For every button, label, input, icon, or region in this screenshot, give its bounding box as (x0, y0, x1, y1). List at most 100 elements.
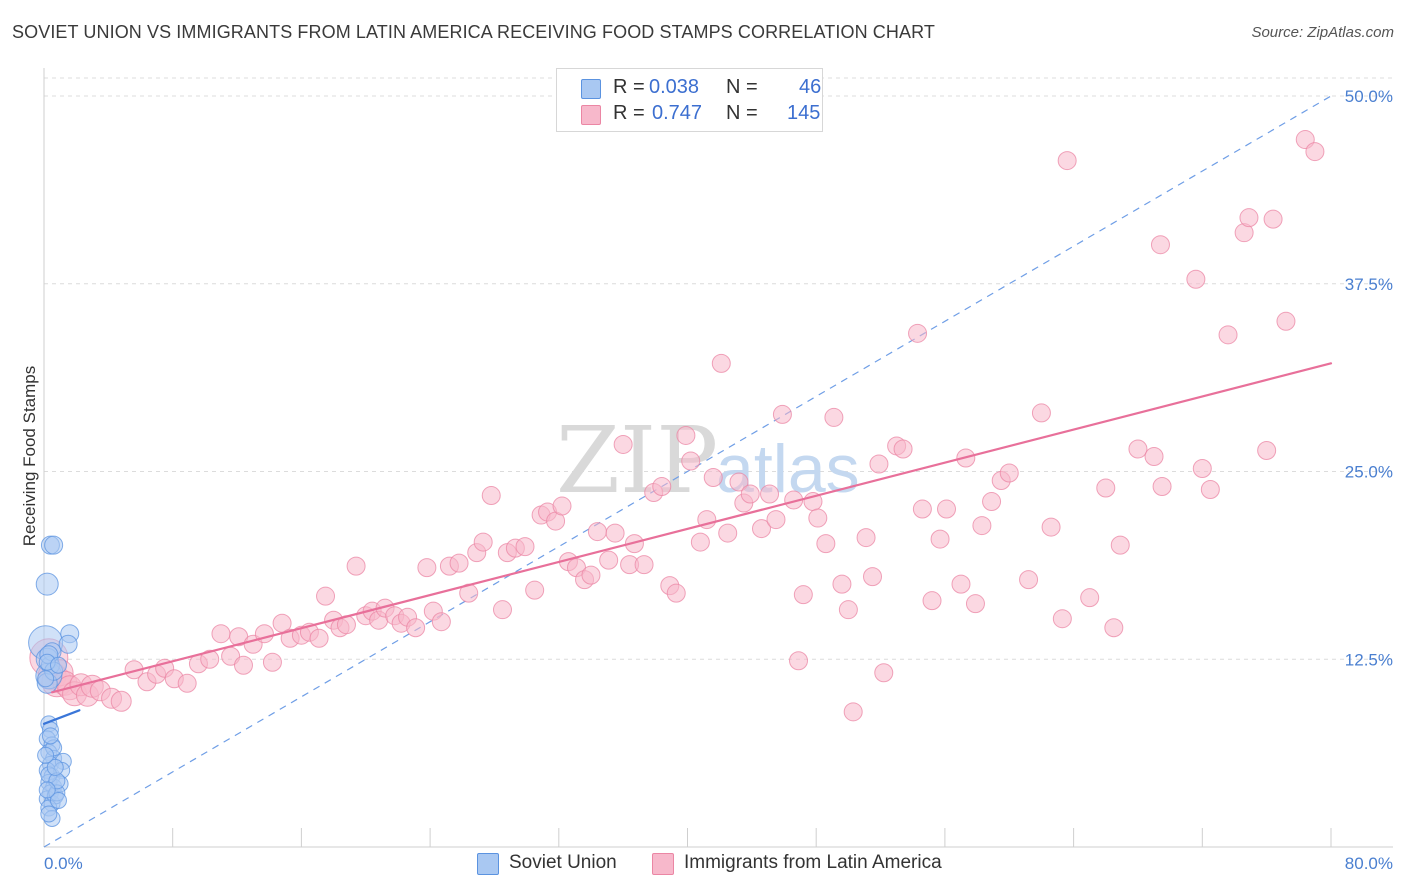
point-latin-america-69 (599, 550, 619, 570)
legend-swatch-soviet-union (581, 79, 601, 99)
point-latin-america-85 (718, 523, 738, 543)
point-latin-america-106 (874, 663, 894, 683)
point-latin-america-12 (110, 690, 132, 712)
point-latin-america-58 (515, 537, 535, 557)
point-latin-america-113 (937, 499, 957, 519)
point-soviet-union-44 (37, 746, 55, 764)
point-latin-america-59 (525, 580, 545, 600)
point-latin-america-111 (922, 591, 942, 611)
bottom-legend-swatch-latin-america (652, 853, 674, 875)
point-latin-america-21 (211, 624, 231, 644)
point-latin-america-109 (908, 323, 928, 343)
point-latin-america-68 (587, 522, 607, 542)
point-latin-america-124 (1052, 609, 1072, 629)
point-latin-america-23 (233, 655, 253, 675)
source-label: Source: ZipAtlas.com (1251, 24, 1394, 41)
point-latin-america-81 (690, 532, 710, 552)
point-soviet-union-33 (49, 791, 67, 809)
legend-r-label: R = (613, 76, 645, 98)
point-latin-america-89 (752, 519, 772, 539)
bottom-legend-swatch-soviet-union (477, 853, 499, 875)
point-latin-america-122 (1031, 403, 1051, 423)
reference-line (43, 95, 1332, 848)
point-latin-america-63 (552, 496, 572, 516)
point-latin-america-90 (760, 484, 780, 504)
point-latin-america-117 (972, 516, 992, 536)
point-latin-america-137 (1218, 325, 1238, 345)
point-latin-america-92 (772, 404, 792, 424)
point-latin-america-140 (1257, 440, 1277, 460)
point-latin-america-86 (729, 472, 749, 492)
point-latin-america-131 (1144, 446, 1164, 466)
point-latin-america-95 (793, 585, 813, 605)
point-latin-america-33 (316, 586, 336, 606)
point-latin-america-127 (1096, 478, 1116, 498)
point-latin-america-76 (652, 477, 672, 497)
y-tick-label-1: 25.0% (1345, 463, 1393, 482)
point-latin-america-101 (838, 600, 858, 620)
point-latin-america-139 (1239, 208, 1259, 228)
point-soviet-union-40 (46, 758, 64, 776)
point-soviet-union-42 (37, 670, 55, 688)
y-axis-title: Receiving Food Stamps (20, 366, 39, 546)
reference-dashed-line (43, 95, 1332, 848)
point-latin-america-18 (177, 673, 197, 693)
point-soviet-union-10 (44, 535, 64, 555)
point-latin-america-55 (492, 600, 512, 620)
point-latin-america-45 (406, 618, 426, 638)
x-tick-label-min: 0.0% (44, 854, 83, 873)
legend-n-value: 46 (799, 76, 822, 98)
point-latin-america-121 (1019, 570, 1039, 590)
point-latin-america-126 (1080, 588, 1100, 608)
tick-labels: 12.5% 25.0% 37.5% 50.0% 0.0% 80.0% (44, 87, 1393, 873)
legend-r-value: 0.747 (652, 102, 703, 124)
bottom-legend-label: Immigrants from Latin America (684, 852, 942, 873)
point-latin-america-116 (965, 594, 985, 614)
legend-r-value: 0.038 (649, 76, 700, 98)
point-soviet-union-8 (35, 572, 59, 596)
point-latin-america-112 (930, 529, 950, 549)
point-latin-america-94 (789, 651, 809, 671)
x-tick-label-max: 80.0% (1345, 854, 1393, 873)
point-latin-america-99 (824, 407, 844, 427)
point-latin-america-144 (1305, 142, 1325, 162)
point-latin-america-74 (634, 555, 654, 575)
point-latin-america-83 (703, 468, 723, 488)
legend-n-label: N = (726, 76, 758, 98)
point-latin-america-108 (893, 439, 913, 459)
point-latin-america-97 (808, 508, 828, 528)
point-latin-america-114 (951, 574, 971, 594)
point-latin-america-110 (912, 499, 932, 519)
legend-n-label: N = (726, 102, 758, 124)
trend-lines (42, 362, 1333, 725)
point-latin-america-50 (449, 553, 469, 573)
point-latin-america-37 (346, 556, 366, 576)
y-tick-label-2: 37.5% (1345, 275, 1393, 294)
point-latin-america-133 (1152, 477, 1172, 497)
legend-swatch-latin-america (581, 105, 601, 125)
point-latin-america-129 (1110, 535, 1130, 555)
point-latin-america-120 (999, 463, 1019, 483)
point-latin-america-78 (666, 583, 686, 603)
point-latin-america-84 (711, 353, 731, 373)
point-latin-america-100 (832, 574, 852, 594)
point-latin-america-135 (1192, 458, 1212, 478)
point-latin-america-53 (473, 532, 493, 552)
point-latin-america-91 (766, 510, 786, 530)
point-latin-america-125 (1057, 151, 1077, 171)
point-latin-america-136 (1200, 480, 1220, 500)
point-latin-america-118 (982, 492, 1002, 512)
point-soviet-union-43 (49, 656, 67, 674)
point-latin-america-48 (431, 612, 451, 632)
point-latin-america-142 (1276, 311, 1296, 331)
legend-n-value: 145 (787, 102, 821, 124)
point-latin-america-46 (417, 558, 437, 578)
point-latin-america-130 (1128, 439, 1148, 459)
bottom-legend-label: Soviet Union (509, 852, 617, 873)
point-latin-america-67 (581, 565, 601, 585)
point-latin-america-79 (676, 425, 696, 445)
point-soviet-union-36 (41, 727, 59, 745)
trend-line-soviet-union (42, 709, 81, 725)
point-latin-america-134 (1186, 269, 1206, 289)
